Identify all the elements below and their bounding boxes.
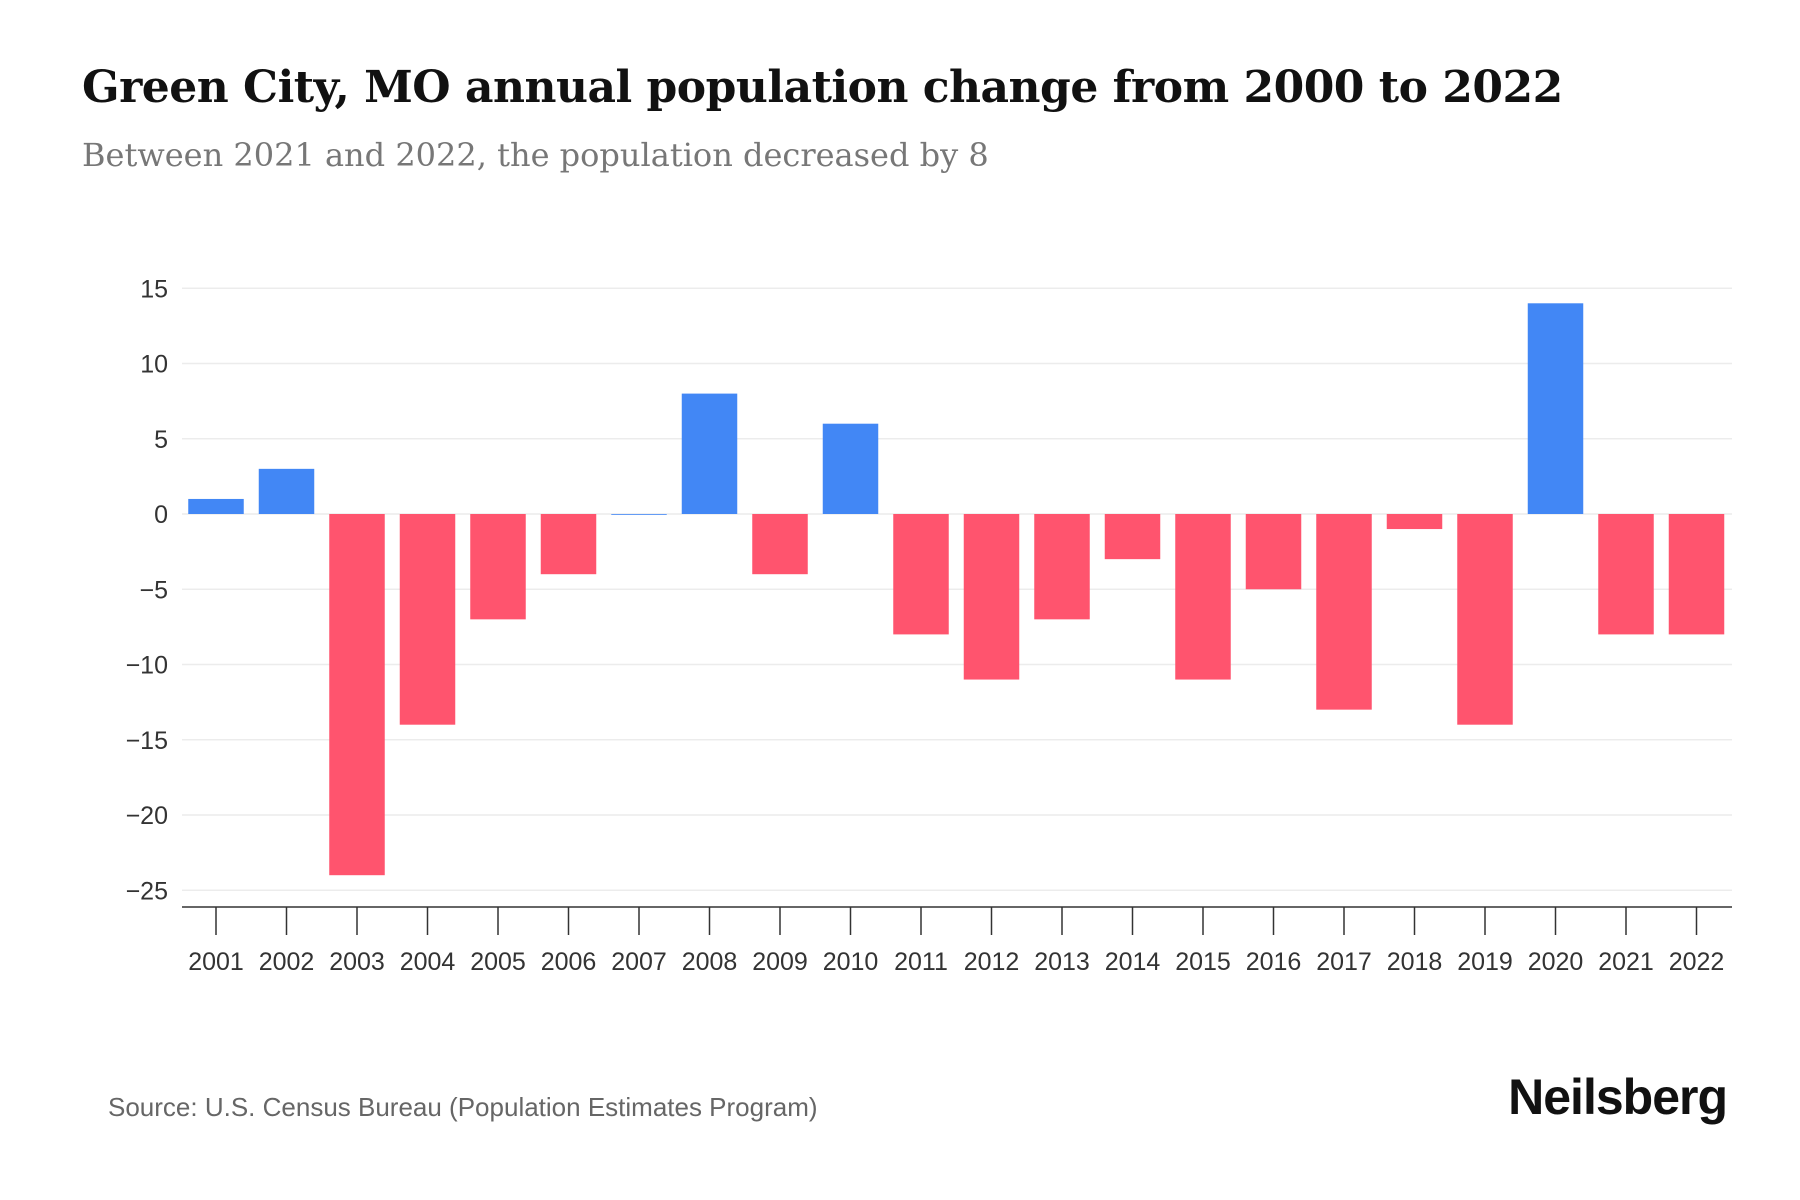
x-tick-label: 2003: [329, 948, 385, 976]
bar-2009: [752, 514, 808, 575]
x-tick-label: 2006: [541, 948, 597, 976]
x-tick-label: 2022: [1669, 948, 1725, 976]
x-tick-label: 2007: [611, 948, 667, 976]
bar-2001: [188, 498, 244, 514]
bar-2003: [329, 514, 385, 876]
chart-subtitle: Between 2021 and 2022, the population de…: [82, 136, 989, 174]
chart-title: Green City, MO annual population change …: [82, 62, 1563, 113]
x-tick-label: 2019: [1457, 948, 1513, 976]
bar-2022: [1668, 514, 1725, 635]
y-tick-label: 10: [140, 351, 168, 379]
x-tick-label: 2005: [470, 948, 526, 976]
x-tick-label: 2018: [1387, 948, 1443, 976]
x-tick-label: 2010: [823, 948, 879, 976]
y-tick-label: −15: [126, 727, 168, 755]
bar-2021: [1598, 514, 1654, 635]
bar-2006: [540, 514, 597, 575]
x-tick-label: 2011: [894, 948, 948, 976]
bar-2016: [1245, 514, 1302, 590]
bar-2020: [1527, 303, 1584, 514]
bar-2014: [1104, 514, 1161, 560]
bar-2002: [258, 468, 315, 514]
x-tick-label: 2013: [1034, 948, 1090, 976]
x-tick-label: 2004: [400, 948, 456, 976]
y-tick-label: 5: [154, 426, 168, 454]
bar-2017: [1316, 514, 1372, 710]
source-note: Source: U.S. Census Bureau (Population E…: [108, 1092, 818, 1122]
y-tick-label: −20: [126, 802, 168, 830]
x-tick-label: 2008: [682, 948, 738, 976]
x-tick-label: 2001: [188, 948, 244, 976]
y-tick-label: 15: [140, 275, 168, 303]
bar-2004: [399, 514, 456, 725]
bar-2018: [1386, 514, 1443, 530]
x-tick-label: 2017: [1316, 948, 1372, 976]
x-tick-label: 2014: [1105, 948, 1161, 976]
x-tick-label: 2021: [1598, 948, 1654, 976]
bar-2015: [1175, 514, 1231, 680]
bar-2008: [681, 393, 738, 514]
neilsberg-logo: Neilsberg: [1508, 1069, 1728, 1125]
bar-2011: [893, 514, 949, 635]
y-tick-label: −25: [126, 877, 168, 905]
bar-2013: [1034, 514, 1090, 620]
bar-2012: [963, 514, 1020, 680]
x-tick-label: 2002: [259, 948, 315, 976]
y-tick-label: −5: [139, 576, 168, 604]
x-tick-label: 2012: [964, 948, 1020, 976]
y-tick-label: −10: [126, 652, 168, 680]
x-tick-label: 2009: [752, 948, 808, 976]
x-tick-label: 2016: [1246, 948, 1302, 976]
x-tick-label: 2015: [1175, 948, 1231, 976]
bar-2007: [611, 514, 667, 515]
bar-2010: [822, 423, 879, 514]
y-tick-label: 0: [154, 501, 168, 529]
x-tick-label: 2020: [1528, 948, 1584, 976]
bar-2005: [470, 514, 526, 620]
bar-2019: [1457, 514, 1513, 725]
